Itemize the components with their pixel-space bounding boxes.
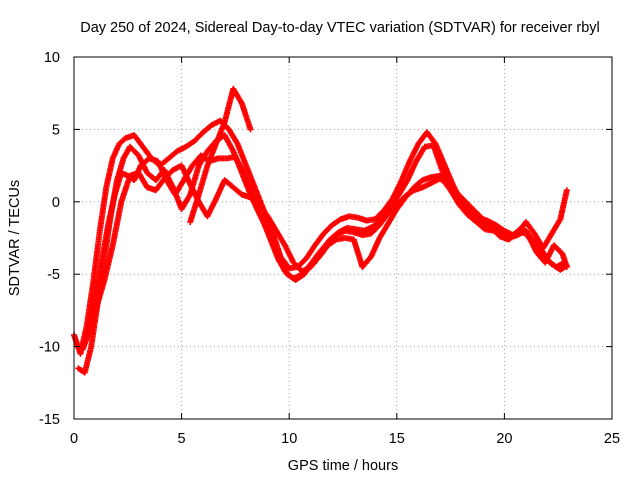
x-tick-label: 10 bbox=[281, 431, 297, 447]
y-tick-label: 5 bbox=[52, 122, 60, 138]
y-tick-label: -5 bbox=[47, 267, 60, 283]
axes: 0 5 10 15 20 25 -15 -10 -5 0 5 10 bbox=[39, 50, 620, 447]
data-point bbox=[247, 126, 254, 133]
y-tick-label: -15 bbox=[39, 412, 60, 428]
series-track-a bbox=[71, 117, 568, 357]
data-point bbox=[563, 263, 570, 270]
x-tick-label: 0 bbox=[70, 431, 78, 447]
y-tick-label: 10 bbox=[44, 50, 60, 66]
data-point bbox=[563, 187, 570, 194]
data-layer bbox=[71, 85, 570, 376]
plot-border bbox=[73, 56, 613, 420]
x-tick-label: 20 bbox=[496, 431, 512, 447]
y-tick-label: -10 bbox=[39, 340, 60, 356]
series-track-e bbox=[187, 85, 254, 226]
x-tick-label: 15 bbox=[389, 431, 405, 447]
y-tick-label: 0 bbox=[52, 195, 60, 211]
x-tick-label: 5 bbox=[178, 431, 186, 447]
series-track-d bbox=[92, 162, 570, 314]
y-axis-label: SDTVAR / TECUs bbox=[7, 180, 23, 296]
x-tick-label: 25 bbox=[604, 431, 620, 447]
x-axis-label: GPS time / hours bbox=[288, 458, 398, 474]
series-track-c bbox=[79, 142, 570, 353]
chart-title: Day 250 of 2024, Sidereal Day-to-day VTE… bbox=[80, 20, 600, 36]
